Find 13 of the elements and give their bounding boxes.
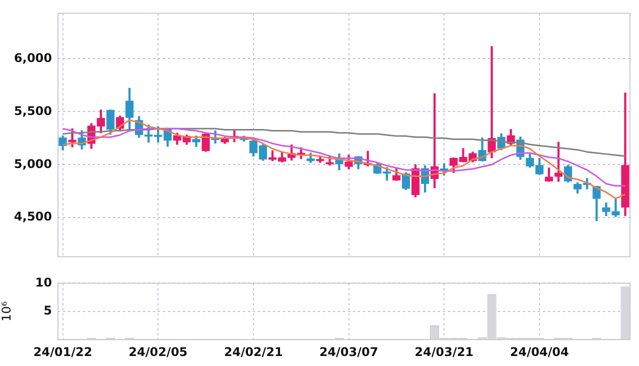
y-tick-label: 10 [35,275,52,290]
y-tick-label: 6,000 [14,50,52,65]
x-tick-label: 24/04/04 [510,344,569,359]
y-tick-label: 4,500 [14,210,52,224]
x-tick-label: 24/03/21 [414,344,474,359]
y-tick-label: 5,500 [14,104,52,118]
x-tick-label: 24/03/07 [319,344,378,359]
x-tick-label: 24/01/22 [33,344,92,359]
x-tick-label: 24/02/05 [128,344,188,359]
y-tick-label: 5 [44,304,52,318]
y-tick-label: 5,000 [14,156,52,171]
y-axis-title: 10⁶ [0,301,14,322]
x-tick-label: 24/02/21 [224,344,283,359]
